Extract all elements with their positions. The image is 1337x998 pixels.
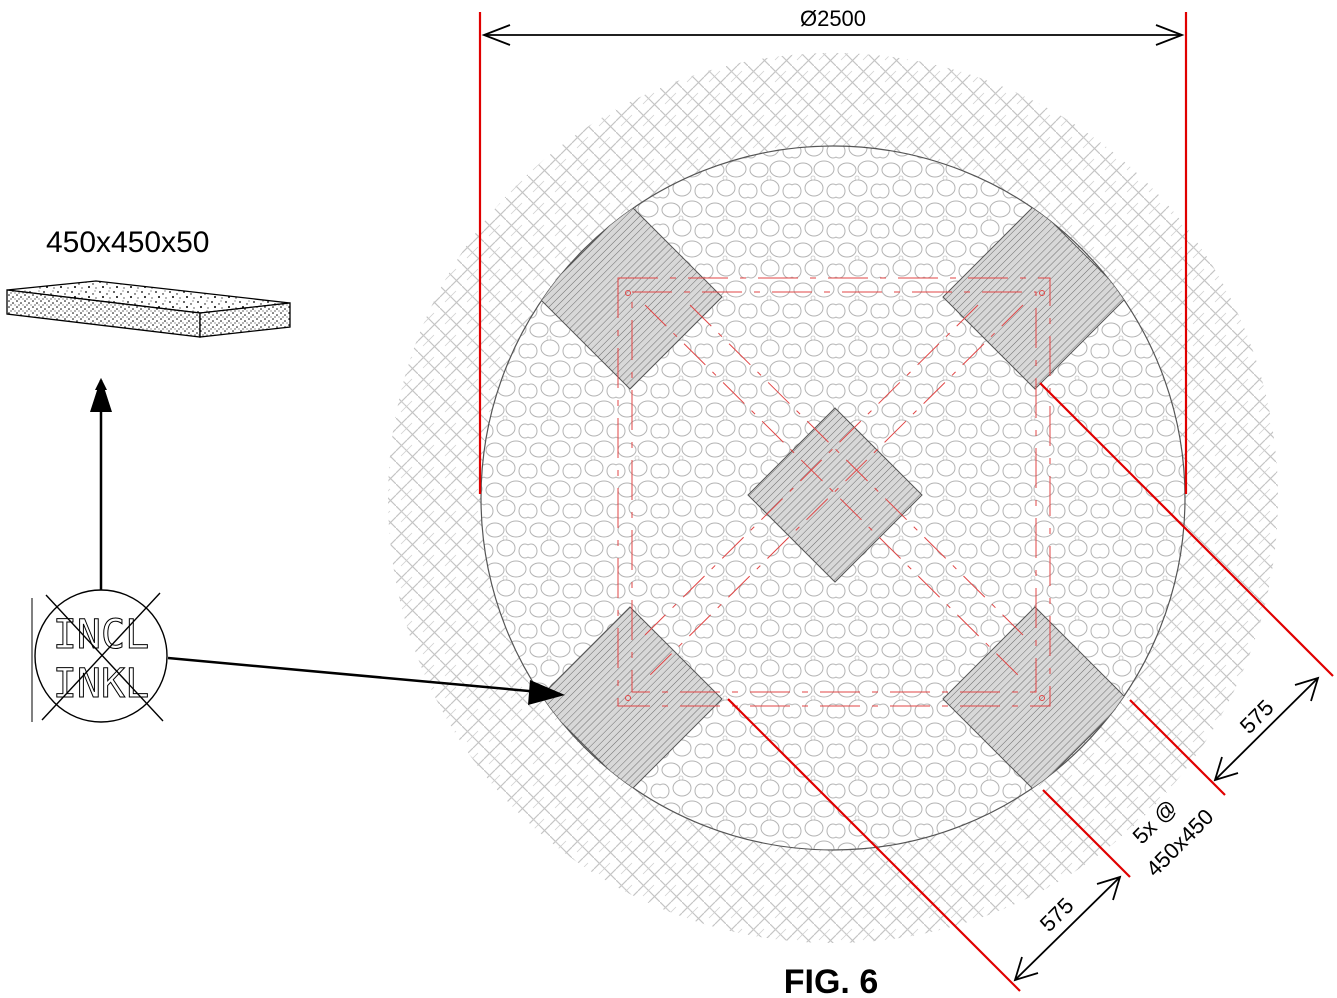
stamp-line-2: INKL (53, 661, 149, 707)
diameter-label: Ø2500 (800, 6, 866, 31)
spacing-arrows (1013, 676, 1320, 982)
spacing-dimension-lines (727, 382, 1334, 992)
tile-illustration (6, 280, 291, 338)
included-stamp (31, 589, 168, 723)
figure-caption: FIG. 6 (784, 963, 878, 998)
pointer-arrow-head (528, 680, 565, 705)
spacing-label-bottom: 575 (1035, 893, 1079, 937)
pointer-arrow (167, 656, 541, 694)
diameter-dimension (478, 12, 1188, 494)
bench-frame (617, 277, 1051, 707)
spacing-label-right: 575 (1235, 695, 1279, 739)
tile-top-right (942, 204, 1128, 390)
up-arrow-head (90, 378, 112, 412)
tile-center (747, 407, 923, 583)
stamp-line-1: INCL (53, 612, 149, 658)
tile-top-left (537, 204, 723, 390)
product-size-label: 450x450x50 (46, 226, 209, 259)
